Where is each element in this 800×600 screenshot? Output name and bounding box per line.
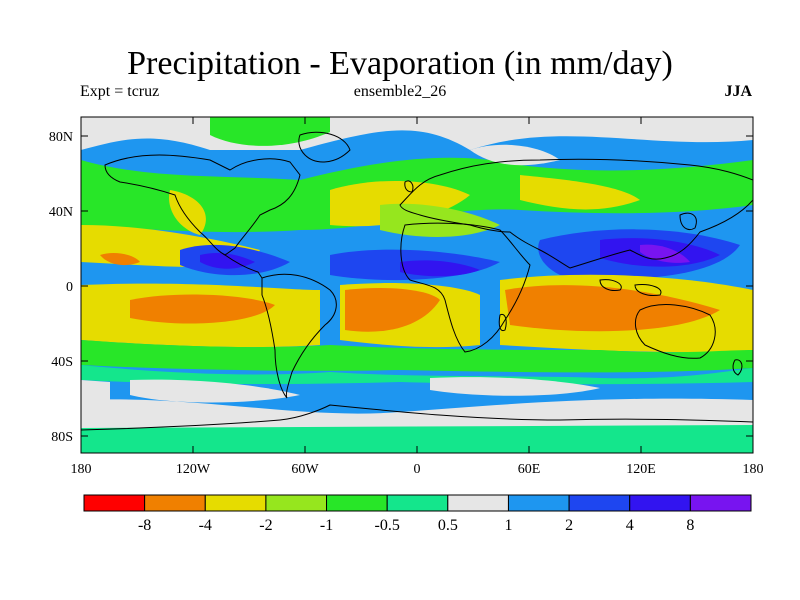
- ensemble-label: ensemble2_26: [353, 83, 447, 100]
- colorbar-label: -4: [199, 517, 212, 534]
- lon-tick-label: 60E: [518, 462, 541, 477]
- colorbar-swatch: [629, 494, 691, 512]
- colorbar-label: -0.5: [375, 517, 400, 534]
- colorbar-swatch: [83, 494, 146, 512]
- colorbar-label: -8: [138, 517, 151, 534]
- colorbar-label: 8: [686, 517, 694, 534]
- colorbar-swatch: [326, 494, 388, 512]
- season-label: JJA: [724, 83, 752, 100]
- lon-axis: [192, 117, 642, 453]
- lon-tick-label: 0: [414, 462, 421, 477]
- colorbar-label: 1: [504, 517, 512, 534]
- colorbar-swatch: [265, 494, 328, 512]
- lat-tick-label: 0: [66, 280, 73, 295]
- colorbar-swatch: [689, 494, 752, 512]
- lat-tick-label: 80N: [49, 130, 73, 145]
- colorbar-label: 0.5: [438, 517, 458, 534]
- colorbar-label: 2: [565, 517, 573, 534]
- lon-tick-label: 120W: [176, 462, 211, 477]
- lat-axis: [81, 135, 753, 437]
- lon-tick-label: 180: [743, 462, 764, 477]
- colorbar-swatch: [386, 494, 449, 512]
- lat-tick-label: 40S: [51, 355, 73, 370]
- colorbar: -8 -4 -2 -1 -0.5 0.5 1 2 4 8: [83, 494, 752, 534]
- lon-tick-label: 180: [71, 462, 92, 477]
- lon-tick-label: 60W: [291, 462, 319, 477]
- precip-field: [81, 117, 753, 453]
- lat-tick-label: 80S: [51, 430, 73, 445]
- colorbar-label: -1: [320, 517, 333, 534]
- plot-title: Precipitation - Evaporation (in mm/day): [127, 45, 673, 82]
- colorbar-label: -2: [259, 517, 272, 534]
- colorbar-swatch: [204, 494, 267, 512]
- lat-tick-label: 40N: [49, 205, 73, 220]
- coastlines: [81, 131, 753, 431]
- lon-tick-label: 120E: [626, 462, 656, 477]
- experiment-label: Expt = tcruz: [80, 83, 160, 100]
- colorbar-swatch: [447, 494, 509, 512]
- colorbar-swatch: [507, 494, 570, 512]
- colorbar-swatch: [144, 494, 206, 512]
- colorbar-swatch: [568, 494, 631, 512]
- colorbar-label: 4: [626, 517, 634, 534]
